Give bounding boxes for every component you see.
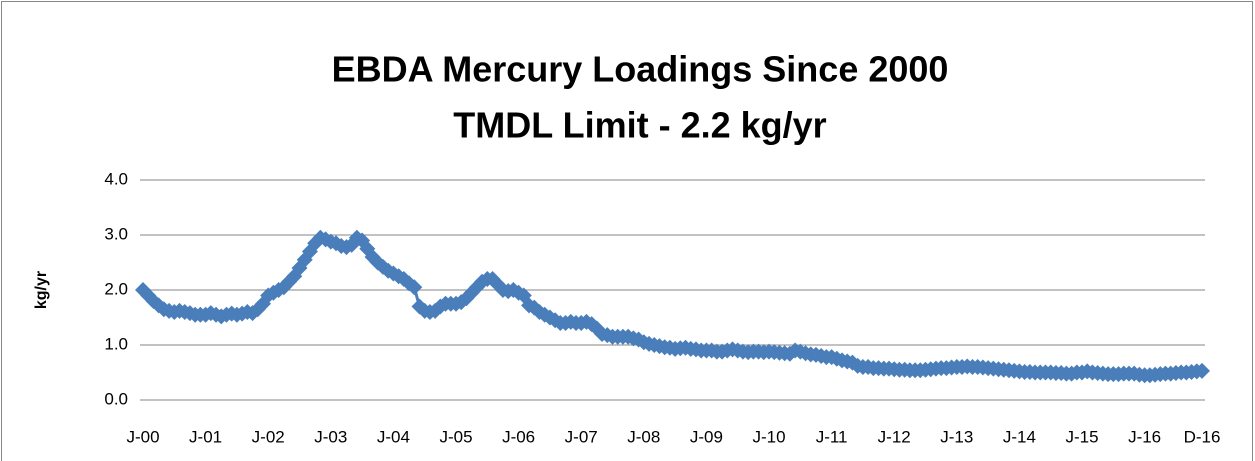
chart-title: EBDA Mercury Loadings Since 2000 (332, 49, 949, 90)
x-tick-label: J-16 (1128, 427, 1161, 446)
x-tick-label: J-13 (940, 427, 973, 446)
y-tick-label: 3.0 (104, 224, 128, 243)
x-tick-label: J-03 (314, 427, 347, 446)
x-tick-label: J-14 (1003, 427, 1036, 446)
x-tick-label: J-00 (126, 427, 159, 446)
x-tick-label: J-07 (565, 427, 598, 446)
y-tick-label: 1.0 (104, 334, 128, 353)
y-axis-title: kg/yr (33, 271, 50, 309)
x-tick-label: D-16 (1184, 427, 1221, 446)
x-tick-label: J-02 (252, 427, 285, 446)
x-tick-label: J-12 (878, 427, 911, 446)
x-tick-label: J-06 (502, 427, 535, 446)
data-marker (1194, 362, 1210, 379)
x-tick-label: J-05 (439, 427, 472, 446)
y-tick-label: 0.0 (104, 389, 128, 408)
x-tick-label: J-10 (752, 427, 785, 446)
x-tick-label: J-09 (690, 427, 723, 446)
x-tick-label: J-11 (816, 427, 848, 446)
x-tick-label: J-15 (1065, 427, 1098, 446)
y-tick-label: 4.0 (104, 169, 128, 188)
x-tick-label: J-04 (377, 427, 410, 446)
x-tick-label: J-08 (627, 427, 660, 446)
chart-subtitle: TMDL Limit - 2.2 kg/yr (453, 105, 826, 146)
y-tick-label: 2.0 (104, 279, 128, 298)
x-tick-label: J-01 (189, 427, 222, 446)
data-marker (406, 279, 423, 296)
